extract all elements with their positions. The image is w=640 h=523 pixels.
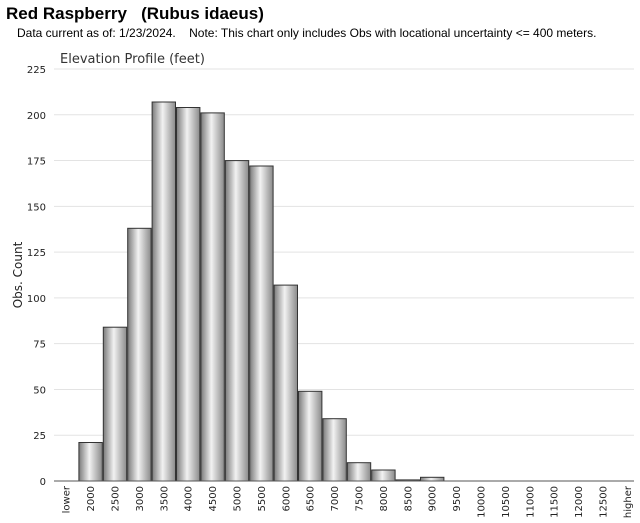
x-tick-label: 4000: [184, 486, 195, 511]
y-tick-label: 0: [40, 477, 46, 488]
page-title: Red Raspberry (Rubus idaeus): [6, 4, 264, 23]
y-tick-label: 100: [27, 294, 46, 305]
bars: [78, 101, 445, 482]
x-tick-label: 12000: [574, 486, 585, 518]
x-tick-label: 2500: [111, 486, 122, 511]
chart-title: Elevation Profile (feet): [60, 52, 205, 67]
x-tick-label: 9000: [428, 486, 439, 511]
y-tick-label: 200: [27, 111, 46, 122]
x-tick-label: 4500: [208, 486, 219, 511]
x-tick-label: 3000: [135, 486, 146, 511]
x-tick-label: 5000: [233, 486, 244, 511]
x-tick-label: 6500: [306, 486, 317, 511]
y-tick-label: 25: [33, 431, 46, 442]
data-note: Data current as of: 1/23/2024. Note: Thi…: [17, 26, 597, 40]
bar-4500: [200, 112, 225, 482]
x-tick-label: 2000: [86, 486, 97, 511]
bar-3500: [151, 101, 177, 482]
bar-2000: [78, 442, 103, 482]
y-tick-label: 175: [27, 157, 46, 168]
x-tick-label: 6000: [281, 486, 292, 511]
x-tick-label: 12500: [599, 486, 610, 518]
bar-2500: [102, 326, 128, 482]
x-tick-label: lower: [62, 485, 73, 513]
x-tick-label: 11000: [525, 486, 536, 518]
bar-6000: [273, 284, 299, 482]
x-tick-label: 7500: [355, 486, 366, 511]
y-tick-label: 225: [27, 65, 46, 76]
y-tick-label: 125: [27, 248, 46, 259]
x-tick-label: 10500: [501, 486, 512, 518]
y-tick-labels: 0 25 50 75 100 125 150 175 200 225: [27, 65, 46, 488]
y-tick-label: 150: [27, 202, 46, 213]
bar-7000: [322, 418, 347, 482]
bar-4000: [176, 107, 201, 482]
x-tick-label: 3500: [159, 486, 170, 511]
bar-5000: [224, 160, 250, 482]
bar-9000: [420, 476, 445, 482]
x-tick-label: 5500: [257, 486, 268, 511]
y-axis-label: Obs. Count: [11, 241, 25, 308]
bar-7500: [346, 462, 372, 482]
x-tick-label: 7000: [330, 486, 341, 511]
x-tick-label: 8500: [403, 486, 414, 511]
x-tick-labels: lower 2000 2500 3000 3500 4000 4500 5000 5500 600…: [62, 485, 634, 518]
x-tick-label: 8000: [379, 486, 390, 511]
x-tick-label: 10000: [477, 486, 488, 518]
y-tick-label: 75: [33, 340, 46, 351]
x-tick-label: 9500: [452, 486, 463, 511]
y-tick-label: 50: [33, 385, 46, 396]
x-tick-label: 11500: [550, 486, 561, 518]
bar-3000: [127, 227, 152, 482]
bar-8000: [371, 469, 396, 482]
x-tick-label: higher: [623, 485, 634, 518]
bar-5500: [249, 165, 274, 482]
bar-6500: [298, 390, 323, 482]
